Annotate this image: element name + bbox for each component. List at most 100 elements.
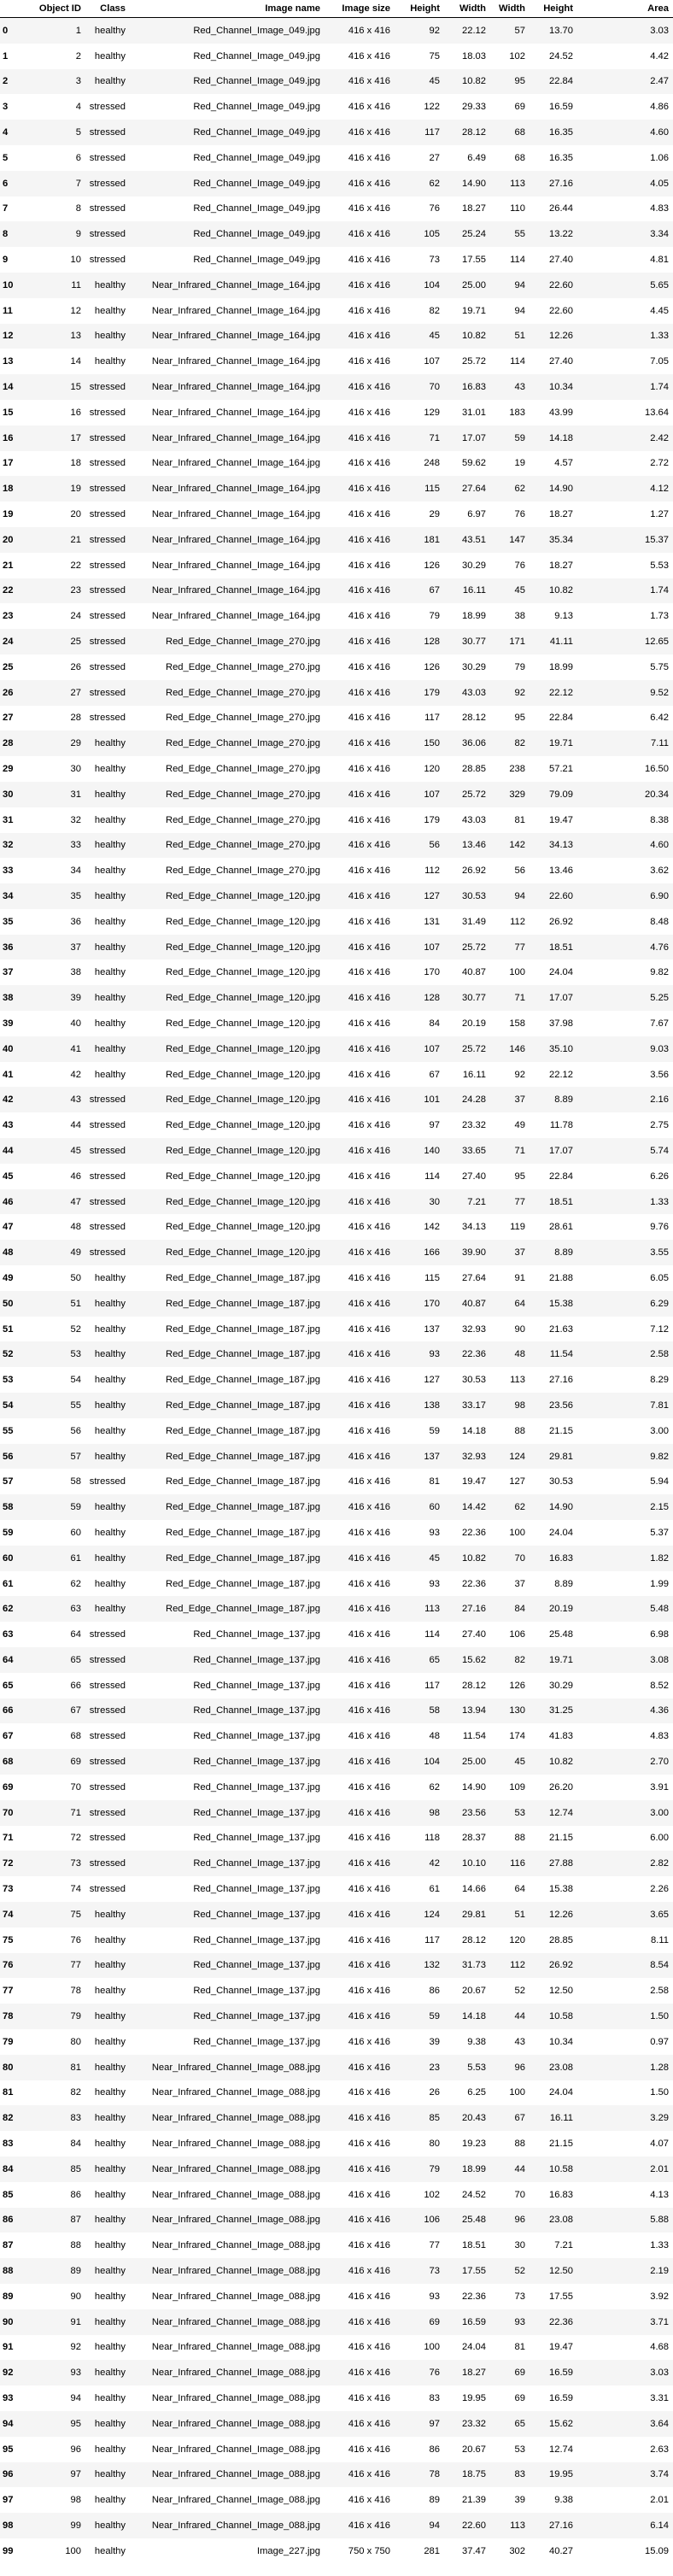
table-cell: 1.50 [650, 2087, 669, 2098]
table-cell: 25.00 [462, 1757, 486, 1768]
row-index: 9 [3, 255, 9, 266]
table-cell: 27.40 [462, 1171, 486, 1182]
table-cell: 35.10 [549, 1043, 573, 1054]
table-cell: 98 [514, 1399, 525, 1411]
row-index: 25 [3, 661, 14, 672]
table-cell: Near_Infrared_Channel_Image_088.jpg [151, 2291, 320, 2302]
table-cell: 63 [70, 1604, 81, 1615]
table-cell: 416 x 416 [348, 713, 390, 724]
table-cell: 102 [509, 50, 525, 62]
table-row: 75 76 healthy Red_Channel_Image_137.jpg 416 … [0, 1927, 673, 1953]
table-cell: 6.00 [650, 1833, 669, 1844]
table-cell: Near_Infrared_Channel_Image_164.jpg [151, 305, 320, 316]
table-cell: 3.64 [650, 2418, 669, 2429]
table-cell: 1.82 [650, 1552, 669, 1564]
row-index: 54 [3, 1399, 14, 1411]
table-cell: 416 x 416 [348, 255, 390, 266]
row-index: 28 [3, 738, 14, 749]
row-index: 77 [3, 1986, 14, 1997]
table-cell: 70 [70, 1781, 81, 1793]
table-cell: 9.13 [554, 611, 573, 622]
table-cell: 40.87 [462, 1298, 486, 1309]
table-cell: 25.72 [462, 356, 486, 367]
table-cell: 416 x 416 [348, 1018, 390, 1029]
table-cell: 183 [509, 407, 525, 418]
table-cell: healthy [94, 916, 126, 927]
table-cell: 79 [70, 2011, 81, 2022]
table-cell: 28.12 [462, 713, 486, 724]
table-cell: Red_Edge_Channel_Image_187.jpg [165, 1349, 320, 1360]
table-cell: 6.42 [650, 713, 669, 724]
table-cell: Red_Edge_Channel_Image_187.jpg [165, 1323, 320, 1335]
table-cell: 416 x 416 [348, 1552, 390, 1564]
table-cell: 21.39 [462, 2495, 486, 2506]
table-cell: 116 [510, 1858, 525, 1869]
table-row: 3 4 stressed Red_Channel_Image_049.jpg 416 x… [0, 94, 673, 120]
table-cell: 52 [514, 1986, 525, 1997]
table-cell: 416 x 416 [348, 967, 390, 978]
table-cell: 416 x 416 [348, 1986, 390, 1997]
row-index: 52 [3, 1349, 14, 1360]
table-cell: 416 x 416 [348, 2011, 390, 2022]
table-row: 8 9 stressed Red_Channel_Image_049.jpg 416 x… [0, 221, 673, 248]
table-cell: 80 [429, 2139, 440, 2150]
table-cell: 138 [424, 1399, 440, 1411]
table-cell: 4.07 [650, 2139, 669, 2150]
table-row: 53 54 healthy Red_Edge_Channel_Image_187.jp… [0, 1367, 673, 1394]
table-cell: Red_Edge_Channel_Image_120.jpg [165, 967, 320, 978]
table-cell: 32.93 [462, 1323, 486, 1335]
table-cell: healthy [94, 50, 126, 62]
table-cell: 1.28 [650, 2062, 669, 2073]
table-cell: 27.88 [549, 1858, 573, 1869]
row-index: 53 [3, 1375, 14, 1386]
table-cell: healthy [94, 1069, 126, 1080]
row-index: 67 [3, 1731, 14, 1742]
row-index: 11 [3, 305, 13, 316]
table-cell: 28.12 [462, 1680, 486, 1691]
table-cell: healthy [94, 1375, 126, 1386]
table-cell: 30.77 [462, 637, 486, 648]
table-cell: stressed [89, 458, 126, 469]
table-cell: Red_Edge_Channel_Image_187.jpg [165, 1476, 320, 1488]
table-cell: 25.00 [462, 279, 486, 290]
table-row: 0 1 healthy Red_Channel_Image_049.jpg 416 x … [0, 17, 673, 44]
table-cell: Near_Infrared_Channel_Image_164.jpg [151, 484, 320, 495]
table-cell: 34 [70, 866, 81, 877]
table-cell: 137 [424, 1323, 440, 1335]
table-cell: 6.14 [650, 2520, 669, 2531]
table-row: 47 48 stressed Red_Edge_Channel_Image_120.j… [0, 1214, 673, 1241]
table-cell: 28.61 [549, 1222, 573, 1233]
table-cell: 13.70 [549, 25, 573, 36]
table-cell: 57 [70, 1451, 81, 1462]
table-row: 94 95 healthy Near_Infrared_Channel_Image_0… [0, 2410, 673, 2437]
table-cell: healthy [94, 993, 126, 1004]
table-cell: 2.01 [650, 2495, 669, 2506]
table-cell: 43.99 [549, 407, 573, 418]
table-cell: 75 [70, 1909, 81, 1920]
table-row: 18 19 stressed Near_Infrared_Channel_Image_… [0, 476, 673, 502]
table-cell: 41.83 [549, 1731, 573, 1742]
table-cell: 56 [429, 840, 440, 851]
table-cell: 88 [514, 2139, 525, 2150]
table-cell: Near_Infrared_Channel_Image_164.jpg [151, 279, 320, 290]
table-cell: Red_Edge_Channel_Image_120.jpg [165, 1171, 320, 1182]
row-index: 64 [3, 1654, 14, 1665]
table-cell: Red_Edge_Channel_Image_120.jpg [165, 1094, 320, 1106]
table-cell: 1 [75, 25, 81, 36]
table-cell: 3.56 [650, 1069, 669, 1080]
table-cell: 22.60 [462, 2520, 486, 2531]
table-cell: Near_Infrared_Channel_Image_088.jpg [151, 2469, 320, 2480]
table-cell: 12.50 [549, 2266, 573, 2277]
table-cell: 416 x 416 [348, 1094, 390, 1106]
table-cell: Near_Infrared_Channel_Image_164.jpg [151, 585, 320, 596]
row-index: 31 [3, 814, 14, 825]
row-index: 44 [3, 1145, 14, 1156]
row-index: 12 [3, 331, 14, 342]
row-index: 43 [3, 1120, 14, 1131]
table-cell: 91 [514, 1272, 525, 1283]
row-index: 23 [3, 611, 14, 622]
table-cell: 18.99 [462, 611, 486, 622]
table-cell: healthy [94, 2418, 126, 2429]
table-cell: 416 x 416 [348, 356, 390, 367]
row-index: 22 [3, 585, 14, 596]
